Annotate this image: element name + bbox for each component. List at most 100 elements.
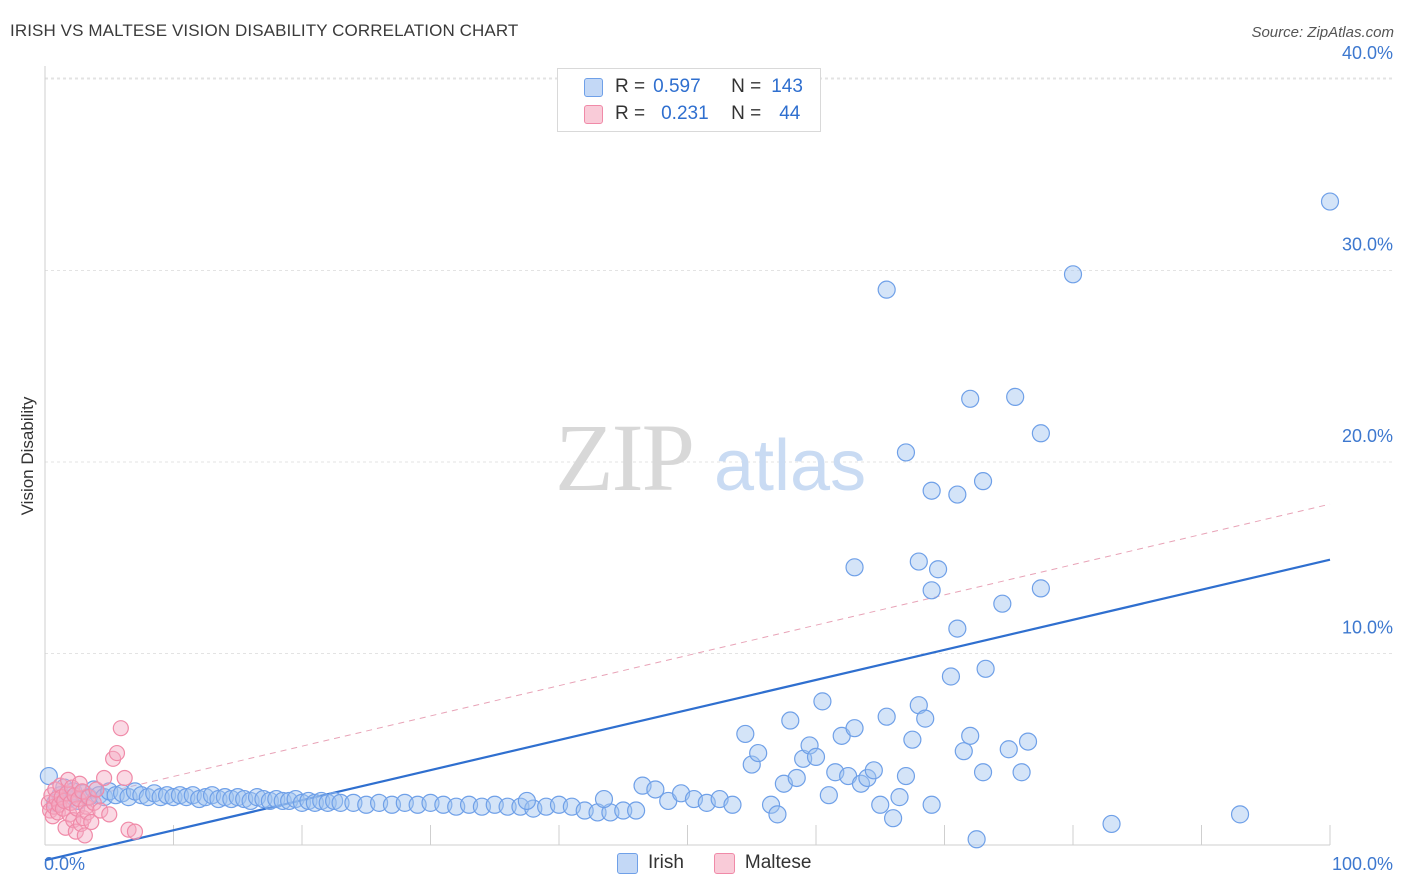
data-point-irish [742, 755, 761, 774]
data-point-irish [1031, 579, 1050, 598]
data-point-irish [498, 797, 517, 816]
data-point-maltese [76, 827, 93, 844]
watermark: ZIP atlas [555, 404, 866, 511]
data-point-irish [594, 789, 614, 809]
data-point-irish [1006, 387, 1025, 406]
data-point-irish [877, 707, 896, 726]
data-point-maltese [120, 821, 137, 838]
legend-label-maltese: Maltese [744, 852, 812, 873]
data-point-irish [646, 780, 665, 799]
watermark-atlas: atlas [714, 426, 866, 506]
legend-swatch-irish [584, 77, 603, 97]
data-point-irish [890, 788, 909, 807]
data-point-irish [948, 485, 967, 504]
data-point-irish [961, 389, 980, 408]
data-point-irish [736, 724, 755, 744]
data-point-irish [312, 791, 331, 811]
data-point-maltese [88, 781, 105, 798]
data-point-maltese [112, 720, 129, 737]
legend-item-maltese[interactable]: Maltese [713, 852, 812, 874]
trend-line-maltese [44, 503, 1331, 808]
data-point-irish [806, 747, 826, 767]
data-point-irish [1320, 192, 1340, 211]
data-point-irish [292, 793, 312, 812]
data-point-irish [922, 481, 941, 500]
data-points [39, 192, 1340, 849]
legend-r-label: R = [615, 103, 646, 124]
data-point-irish [973, 472, 993, 491]
data-point-irish [976, 659, 995, 678]
data-point-irish [909, 552, 928, 571]
data-point-irish [1230, 805, 1250, 824]
data-point-irish [318, 793, 337, 812]
data-point-irish [993, 594, 1012, 613]
data-point-irish [845, 558, 864, 577]
axes [44, 66, 1331, 846]
legend-item-irish[interactable]: Irish [617, 852, 684, 874]
data-point-irish [614, 801, 633, 820]
data-point-irish [1063, 265, 1083, 284]
data-point-irish [961, 726, 980, 745]
data-point-irish [325, 791, 344, 811]
data-point-maltese [96, 769, 113, 787]
correlation-legend: R = 0.597 N = 143 R = 0.231 N = 44 [557, 68, 821, 132]
trend-lines [44, 503, 1331, 862]
data-point-irish [781, 711, 800, 730]
data-point-irish [215, 788, 234, 807]
data-point-irish [749, 743, 768, 763]
legend-swatch-maltese [584, 104, 603, 124]
data-point-irish [1012, 763, 1031, 782]
legend-swatch-irish [617, 852, 638, 874]
data-point-irish [845, 719, 864, 738]
data-point-irish [954, 742, 973, 761]
data-point-maltese [92, 802, 109, 819]
data-point-irish [209, 789, 228, 809]
legend-r-label: R = [615, 76, 646, 97]
data-point-irish [222, 789, 241, 809]
legend-label-irish: Irish [648, 852, 684, 873]
data-point-irish [896, 443, 916, 462]
data-point-irish [299, 791, 318, 811]
data-point-irish [164, 788, 183, 807]
data-point-irish [1031, 424, 1050, 443]
legend-n-label: N = [731, 103, 762, 124]
data-point-maltese [101, 806, 118, 823]
data-point-irish [916, 709, 935, 728]
legend-n-value: 143 [771, 76, 803, 97]
data-point-irish [928, 560, 948, 579]
data-point-irish [800, 736, 819, 755]
data-point-maltese [116, 769, 133, 787]
watermark-zip: ZIP [555, 404, 693, 511]
data-point-irish [723, 795, 742, 814]
legend-n-label: N = [731, 76, 762, 97]
y-tick-label: 10.0% [1342, 618, 1393, 638]
tick-labels: 10.0% 20.0% 30.0% 40.0% 0.0% 100.0% [44, 43, 1393, 874]
data-point-irish [1102, 814, 1121, 834]
x-tick-label: 0.0% [44, 854, 85, 874]
trend-line-irish [44, 558, 1331, 862]
data-point-irish [626, 801, 646, 820]
data-point-irish [517, 791, 536, 811]
data-point-irish [813, 692, 832, 711]
data-point-irish [883, 809, 903, 828]
data-point-irish [864, 761, 883, 780]
data-point-irish [254, 789, 273, 809]
data-point-irish [151, 788, 170, 807]
data-point-irish [948, 619, 967, 638]
data-point-irish [761, 795, 781, 814]
data-point-irish [941, 667, 961, 686]
legend-r-value: 0.597 [653, 76, 701, 97]
data-point-irish [903, 730, 922, 749]
legend-swatch-maltese [713, 852, 735, 874]
data-point-maltese [74, 783, 91, 800]
y-tick-label: 20.0% [1342, 426, 1393, 446]
legend-row-irish: R = 0.597 N = 143 [584, 74, 803, 100]
data-point-irish [1018, 732, 1038, 751]
data-point-irish [260, 791, 279, 811]
y-tick-label: 40.0% [1342, 43, 1393, 63]
source-credit: Source: ZipAtlas.com [1251, 24, 1394, 41]
data-point-irish [305, 793, 324, 812]
data-point-maltese [126, 823, 144, 840]
data-point-irish [973, 763, 993, 782]
data-point-irish [819, 786, 838, 805]
